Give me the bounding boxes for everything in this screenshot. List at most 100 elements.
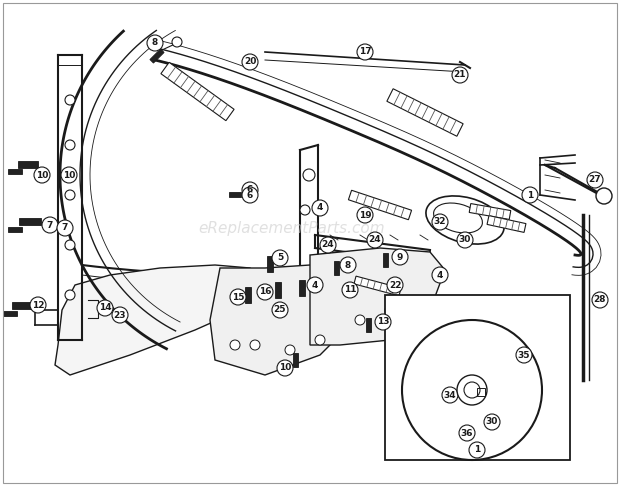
Circle shape	[340, 257, 356, 273]
Text: 1: 1	[527, 191, 533, 199]
Circle shape	[61, 167, 77, 183]
Polygon shape	[480, 418, 494, 422]
Circle shape	[342, 282, 358, 298]
Circle shape	[392, 249, 408, 265]
Polygon shape	[354, 276, 401, 296]
Text: 30: 30	[459, 236, 471, 244]
Polygon shape	[150, 49, 164, 63]
Text: 5: 5	[277, 254, 283, 262]
Circle shape	[457, 232, 473, 248]
Text: 11: 11	[343, 285, 356, 295]
Text: 6: 6	[247, 191, 253, 199]
Circle shape	[357, 44, 373, 60]
Polygon shape	[334, 261, 339, 275]
Circle shape	[172, 37, 182, 47]
Circle shape	[42, 217, 58, 233]
Polygon shape	[387, 89, 463, 136]
Text: 14: 14	[99, 303, 112, 312]
Polygon shape	[487, 216, 526, 232]
Circle shape	[112, 307, 128, 323]
Circle shape	[303, 169, 315, 181]
Polygon shape	[348, 190, 412, 220]
Circle shape	[357, 207, 373, 223]
Circle shape	[65, 95, 75, 105]
Text: 1: 1	[474, 446, 480, 454]
Text: 34: 34	[444, 390, 456, 399]
Circle shape	[97, 300, 113, 316]
Text: 28: 28	[594, 295, 606, 305]
Circle shape	[459, 425, 475, 441]
Text: 27: 27	[588, 175, 601, 185]
Circle shape	[230, 289, 246, 305]
Polygon shape	[446, 417, 462, 422]
Polygon shape	[161, 62, 234, 121]
Circle shape	[242, 182, 258, 198]
Bar	[385, 295, 570, 460]
Circle shape	[285, 345, 295, 355]
Circle shape	[516, 347, 532, 363]
Circle shape	[242, 187, 258, 203]
Polygon shape	[229, 192, 241, 197]
Circle shape	[65, 190, 75, 200]
Polygon shape	[210, 255, 360, 375]
Circle shape	[315, 335, 325, 345]
Circle shape	[385, 305, 395, 315]
Text: 10: 10	[279, 364, 291, 372]
Circle shape	[57, 220, 73, 236]
Text: 4: 4	[317, 204, 323, 212]
Polygon shape	[8, 170, 22, 174]
Circle shape	[596, 188, 612, 204]
Circle shape	[484, 414, 500, 430]
Text: 4: 4	[437, 271, 443, 279]
Circle shape	[320, 237, 336, 253]
Polygon shape	[245, 287, 251, 303]
Polygon shape	[55, 265, 265, 375]
Text: 10: 10	[36, 171, 48, 179]
Polygon shape	[293, 353, 298, 367]
Text: 30: 30	[486, 417, 498, 427]
Text: 35: 35	[518, 350, 530, 360]
Circle shape	[230, 340, 240, 350]
Circle shape	[367, 232, 383, 248]
Polygon shape	[12, 301, 32, 309]
Circle shape	[257, 284, 273, 300]
Polygon shape	[310, 248, 445, 345]
Circle shape	[375, 314, 391, 330]
Polygon shape	[3, 311, 17, 315]
Bar	[477, 388, 485, 396]
Circle shape	[432, 267, 448, 283]
Circle shape	[30, 297, 46, 313]
Text: 24: 24	[369, 236, 381, 244]
Text: eReplacementParts.com: eReplacementParts.com	[198, 221, 385, 236]
Circle shape	[387, 277, 403, 293]
Polygon shape	[366, 318, 371, 332]
Circle shape	[300, 205, 310, 215]
Circle shape	[522, 187, 538, 203]
Text: 13: 13	[377, 317, 389, 327]
Text: 20: 20	[244, 57, 256, 67]
Circle shape	[242, 54, 258, 70]
Text: 9: 9	[397, 253, 403, 261]
Text: 22: 22	[389, 280, 401, 290]
Text: 24: 24	[322, 241, 334, 249]
Polygon shape	[8, 227, 22, 232]
Circle shape	[65, 140, 75, 150]
Text: 25: 25	[274, 306, 286, 314]
Text: 17: 17	[359, 48, 371, 56]
Text: 8: 8	[345, 260, 351, 270]
Circle shape	[147, 35, 163, 51]
Circle shape	[65, 290, 75, 300]
Polygon shape	[299, 280, 305, 296]
Circle shape	[432, 214, 448, 230]
Circle shape	[457, 375, 487, 405]
Text: 10: 10	[63, 171, 75, 179]
Polygon shape	[469, 204, 511, 220]
Circle shape	[355, 315, 365, 325]
Text: 32: 32	[434, 218, 446, 226]
Circle shape	[250, 340, 260, 350]
Circle shape	[452, 67, 468, 83]
Polygon shape	[19, 219, 41, 226]
Text: 4: 4	[312, 280, 318, 290]
Circle shape	[469, 442, 485, 458]
Text: 21: 21	[454, 70, 466, 80]
